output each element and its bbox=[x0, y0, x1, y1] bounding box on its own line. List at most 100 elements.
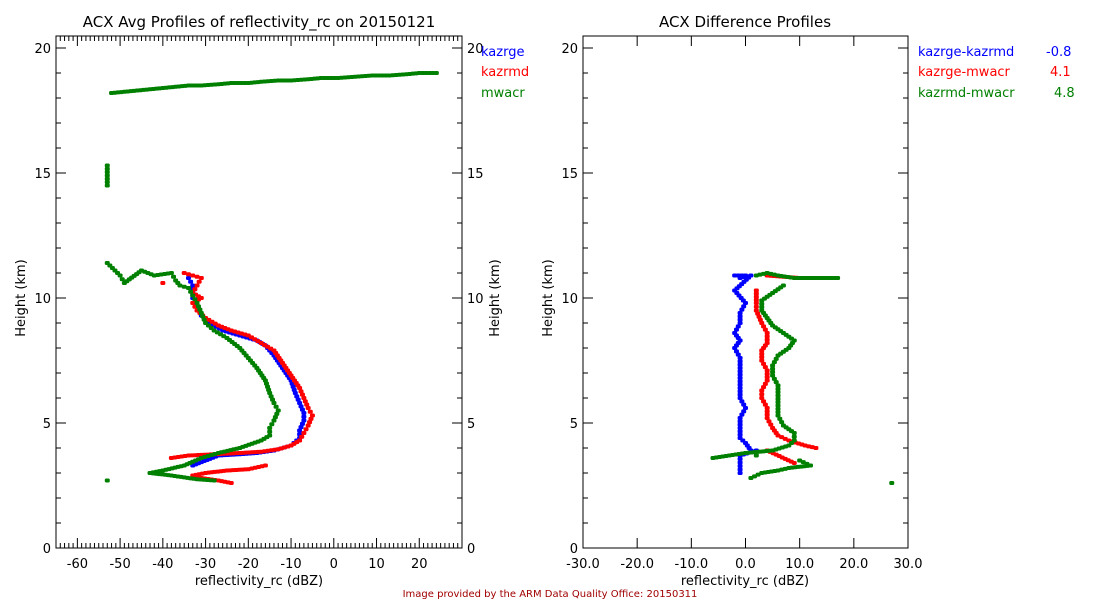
data-point-interp bbox=[773, 447, 779, 452]
data-point bbox=[190, 273, 196, 278]
data-point-interp bbox=[737, 372, 743, 377]
data-point-interp bbox=[301, 414, 307, 419]
data-point bbox=[759, 396, 765, 400]
data-point bbox=[104, 183, 110, 188]
data-point-interp bbox=[252, 363, 258, 368]
data-point-interp bbox=[240, 450, 246, 455]
data-point-interp bbox=[737, 422, 743, 427]
data-point-interp bbox=[303, 427, 309, 432]
data-point-interp bbox=[762, 470, 768, 475]
data-point-interp bbox=[148, 272, 154, 277]
x-tick-label: -10 bbox=[280, 557, 301, 572]
data-point-interp bbox=[761, 324, 767, 329]
x-tick-label: -20 bbox=[238, 557, 259, 572]
data-point bbox=[764, 331, 770, 335]
data-point-interp bbox=[267, 429, 273, 434]
data-point-interp bbox=[779, 467, 785, 472]
data-point-interp bbox=[759, 351, 765, 356]
data-point-interp bbox=[741, 402, 747, 407]
data-point bbox=[775, 393, 781, 398]
data-point bbox=[292, 391, 298, 395]
data-point-interp bbox=[775, 390, 781, 395]
data-point-interp bbox=[730, 453, 735, 457]
data-point-interp bbox=[208, 326, 214, 330]
data-point bbox=[267, 391, 273, 395]
data-point-interp bbox=[261, 436, 267, 441]
data-point-interp bbox=[799, 442, 805, 447]
x-tick-label: -20.0 bbox=[620, 557, 654, 572]
data-point bbox=[301, 418, 307, 423]
data-point bbox=[190, 293, 196, 298]
data-point-interp bbox=[789, 429, 795, 434]
data-point bbox=[775, 413, 781, 418]
data-point-interp bbox=[761, 296, 767, 301]
data-point-interp bbox=[212, 321, 218, 326]
avg-profiles-title: ACX Avg Profiles of reflectivity_rc on 2… bbox=[83, 13, 436, 32]
data-point-interp bbox=[737, 460, 743, 465]
data-point-interp bbox=[759, 355, 765, 360]
data-point bbox=[737, 426, 743, 430]
data-point-interp bbox=[104, 176, 110, 181]
data-point bbox=[764, 416, 770, 420]
avg-profiles-marks bbox=[104, 71, 439, 485]
data-point bbox=[267, 426, 273, 430]
data-point-interp bbox=[733, 343, 739, 348]
data-point-interp bbox=[234, 344, 240, 348]
data-point-interp bbox=[810, 276, 816, 280]
data-point bbox=[181, 271, 187, 275]
data-point-interp bbox=[266, 387, 272, 392]
data-point-interp bbox=[789, 465, 795, 470]
data-point bbox=[737, 396, 743, 400]
data-point-interp bbox=[200, 314, 206, 319]
data-point bbox=[753, 288, 759, 293]
y-tick-label-right: 15 bbox=[467, 167, 484, 182]
data-point-interp bbox=[762, 381, 768, 386]
data-point-interp bbox=[789, 441, 795, 445]
data-point-interp bbox=[196, 279, 202, 284]
data-point-interp bbox=[295, 397, 301, 402]
data-point-interp bbox=[737, 392, 743, 397]
data-point-interp bbox=[262, 449, 268, 454]
difference-profiles-marks bbox=[710, 271, 895, 485]
data-point-interp bbox=[775, 406, 781, 411]
data-point-interp bbox=[332, 76, 338, 80]
data-point-interp bbox=[752, 474, 758, 479]
data-point bbox=[759, 321, 765, 325]
data-point-interp bbox=[302, 399, 308, 404]
data-point-interp bbox=[188, 279, 194, 284]
data-point-interp bbox=[265, 384, 271, 389]
data-point-interp bbox=[298, 404, 304, 409]
data-point-interp bbox=[206, 470, 212, 475]
data-point bbox=[737, 386, 743, 390]
data-point-interp bbox=[782, 436, 788, 441]
data-point-interp bbox=[225, 327, 231, 332]
x-tick-label: 0 bbox=[330, 557, 338, 572]
data-point-interp bbox=[746, 450, 752, 455]
data-point-interp bbox=[278, 358, 284, 363]
data-point-interp bbox=[762, 402, 768, 407]
data-point-interp bbox=[778, 351, 784, 356]
y-tick-label-right: 5 bbox=[467, 417, 475, 432]
data-point-interp bbox=[104, 166, 110, 171]
data-point-interp bbox=[753, 291, 759, 296]
data-point-interp bbox=[185, 272, 191, 277]
data-point-interp bbox=[298, 389, 304, 394]
data-point bbox=[764, 368, 770, 373]
x-tick-label: -30.0 bbox=[566, 557, 600, 572]
data-point-interp bbox=[240, 444, 246, 449]
data-point-interp bbox=[165, 271, 171, 276]
y-tick-label: 10 bbox=[561, 292, 578, 307]
data-point-interp bbox=[788, 275, 794, 280]
data-point-interp bbox=[349, 75, 355, 79]
data-point-interp bbox=[809, 445, 815, 450]
y-tick-label: 20 bbox=[561, 42, 578, 57]
data-point-interp bbox=[270, 397, 276, 402]
data-point bbox=[198, 276, 204, 280]
data-point bbox=[194, 283, 200, 288]
data-point-interp bbox=[274, 411, 280, 416]
data-point-interp bbox=[737, 359, 743, 364]
x-tick-label: 10.0 bbox=[785, 557, 814, 572]
data-point-interp bbox=[218, 450, 224, 455]
data-point bbox=[275, 408, 281, 413]
data-point-interp bbox=[764, 371, 770, 376]
